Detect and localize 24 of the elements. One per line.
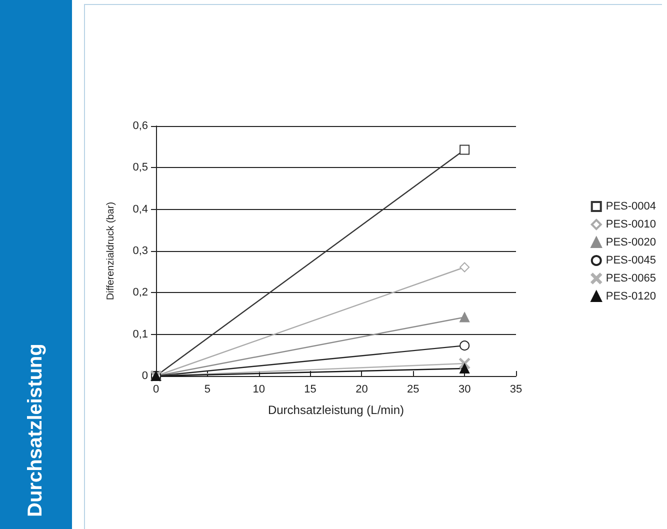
legend-label: PES-0120	[606, 290, 656, 302]
legend-label: PES-0004	[606, 200, 656, 212]
y-tick-label: 0,1	[132, 328, 148, 340]
x-tick-label: 25	[407, 384, 420, 396]
y-tick-label: 0,4	[132, 203, 148, 216]
x-axis-title: Durchsatzleistung (L/min)	[268, 403, 404, 417]
x-tick-label: 20	[356, 384, 368, 396]
y-tick-label: 0,3	[132, 245, 148, 257]
legend-label: PES-0020	[606, 236, 656, 248]
x-tick-label: 10	[252, 384, 265, 396]
x-tick-label: 30	[458, 384, 471, 396]
y-axis-title: Differenzialdruck (bar)	[106, 202, 116, 300]
x-tick-label: 5	[204, 384, 210, 396]
legend-label: PES-0045	[606, 254, 656, 266]
y-tick-label: 0,2	[132, 286, 148, 299]
legend-label: PES-0065	[606, 272, 656, 284]
x-tick-label: 0	[152, 384, 160, 396]
y-tick-label: 0,6	[132, 120, 148, 132]
x-tick-label: 35	[510, 384, 522, 396]
y-tick-label: 0,5	[132, 162, 148, 174]
legend-label: PES-0010	[606, 218, 656, 230]
text: Durchsatzleistung	[24, 344, 48, 517]
y-tick-label: 0	[142, 370, 148, 382]
x-tick-label: 15	[304, 384, 316, 396]
